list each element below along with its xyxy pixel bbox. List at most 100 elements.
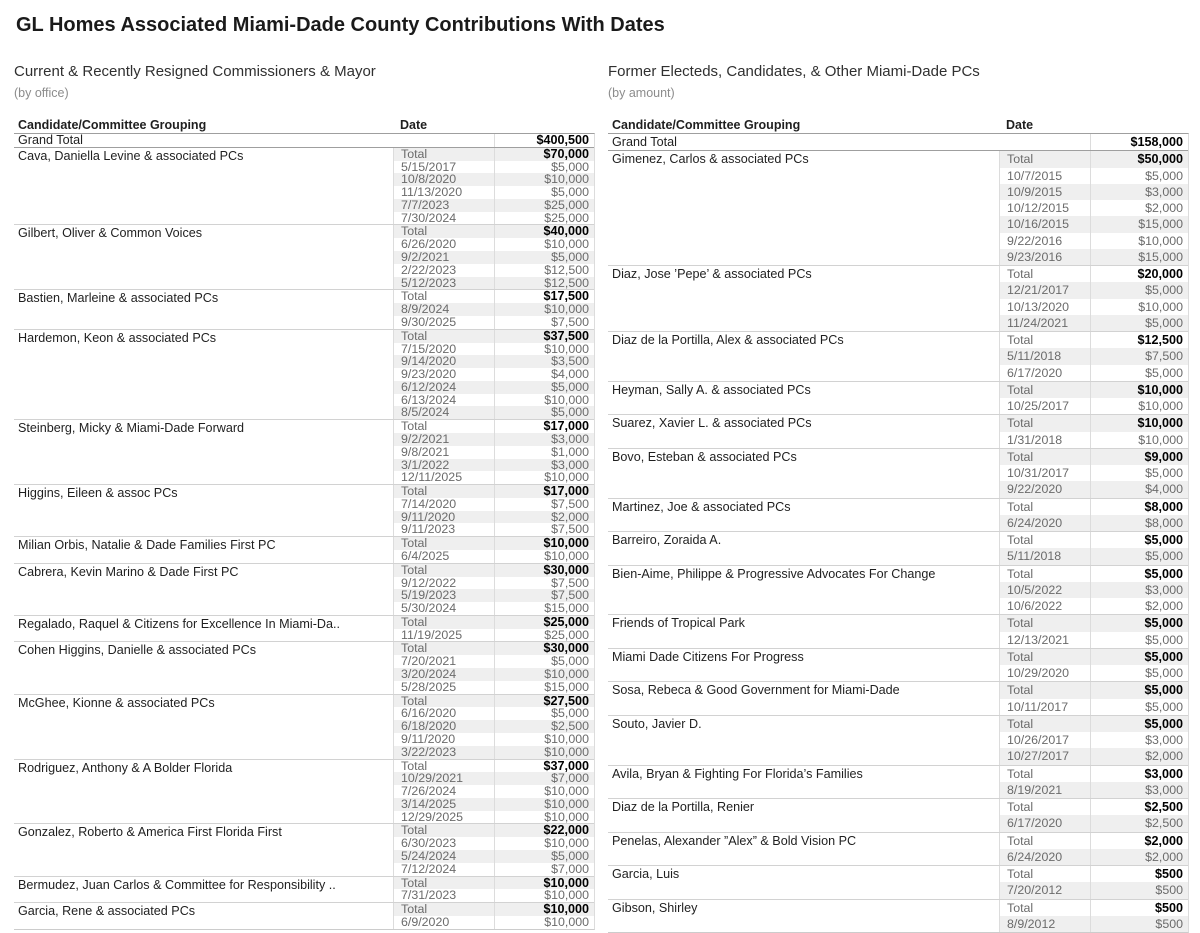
contribution-row[interactable]: 10/29/2021 $7,000: [393, 772, 594, 786]
candidate-name[interactable]: Milian Orbis, Natalie & Dade Families Fi…: [18, 538, 276, 553]
candidate-name[interactable]: Friends of Tropical Park: [612, 616, 745, 631]
group-total-row[interactable]: Total $70,000: [393, 147, 594, 161]
contribution-row[interactable]: 7/12/2024 $7,000: [393, 862, 594, 876]
grand-total-row[interactable]: Grand Total $400,500: [14, 134, 594, 148]
candidate-name[interactable]: Gilbert, Oliver & Common Voices: [18, 226, 203, 241]
contribution-row[interactable]: 10/31/2017 $5,000: [999, 465, 1188, 482]
contribution-row[interactable]: 7/7/2023 $25,000: [393, 198, 594, 212]
contribution-row[interactable]: 10/12/2015 $2,000: [999, 200, 1188, 217]
contribution-row[interactable]: 9/14/2020 $3,500: [393, 355, 594, 369]
candidate-name[interactable]: Diaz de la Portilla, Renier: [612, 800, 755, 814]
contribution-row[interactable]: 5/15/2017 $5,000: [393, 160, 594, 174]
group-total-row[interactable]: Total $10,000: [999, 415, 1188, 432]
group-total-row[interactable]: Total $37,000: [393, 759, 594, 773]
contribution-row[interactable]: 9/8/2021 $1,000: [393, 445, 594, 459]
contribution-row[interactable]: 10/5/2022 $3,000: [999, 581, 1188, 598]
candidate-name[interactable]: Garcia, Luis: [612, 867, 680, 881]
group-total-row[interactable]: Total $5,000: [999, 648, 1188, 665]
group-total-row[interactable]: Total $37,500: [393, 329, 594, 343]
contribution-row[interactable]: 9/23/2020 $4,000: [393, 368, 594, 381]
group-total-row[interactable]: Total $22,000: [393, 824, 594, 838]
contribution-row[interactable]: 10/11/2017 $5,000: [999, 698, 1188, 715]
contribution-row[interactable]: 12/13/2021 $5,000: [999, 631, 1188, 648]
contribution-row[interactable]: 5/30/2024 $15,000: [393, 602, 594, 615]
contribution-row[interactable]: 5/28/2025 $15,000: [393, 680, 594, 694]
group-total-row[interactable]: Total $8,000: [999, 498, 1188, 515]
candidate-name[interactable]: Gimenez, Carlos & associated PCs: [612, 152, 809, 167]
group-total-row[interactable]: Total $25,000: [393, 615, 594, 629]
contribution-row[interactable]: 10/29/2020 $5,000: [999, 665, 1188, 682]
candidate-name[interactable]: Garcia, Rene & associated PCs: [18, 904, 196, 919]
contribution-row[interactable]: 12/29/2025 $10,000: [393, 810, 594, 824]
contribution-row[interactable]: 2/22/2023 $12,500: [393, 263, 594, 277]
contribution-row[interactable]: 10/16/2015 $15,000: [999, 216, 1188, 233]
contribution-row[interactable]: 5/24/2024 $5,000: [393, 849, 594, 863]
group-total-row[interactable]: Total $27,500: [393, 694, 594, 708]
candidate-name[interactable]: Bien-Aime, Philippe & Progressive Advoca…: [612, 566, 936, 581]
group-total-row[interactable]: Total $30,000: [393, 563, 594, 577]
contribution-row[interactable]: 6/30/2023 $10,000: [393, 837, 594, 850]
group-total-row[interactable]: Total $30,000: [393, 642, 594, 656]
candidate-name[interactable]: Souto, Javier D.: [612, 716, 702, 731]
contribution-row[interactable]: 9/11/2020 $10,000: [393, 732, 594, 746]
candidate-name[interactable]: Cohen Higgins, Danielle & associated PCs: [18, 643, 257, 658]
contribution-row[interactable]: 10/7/2015 $5,000: [999, 167, 1188, 184]
candidate-name[interactable]: Steinberg, Micky & Miami-Dade Forward: [18, 421, 245, 436]
candidate-name[interactable]: Diaz, Jose ’Pepe’ & associated PCs: [612, 267, 812, 281]
candidate-name[interactable]: Regalado, Raquel & Citizens for Excellen…: [18, 616, 340, 631]
candidate-name[interactable]: Avila, Bryan & Fighting For Florida’s Fa…: [612, 766, 863, 781]
grand-total-row[interactable]: Grand Total $158,000: [608, 134, 1188, 152]
candidate-name[interactable]: Miami Dade Citizens For Progress: [612, 649, 804, 664]
group-total-row[interactable]: Total $17,000: [393, 420, 594, 433]
group-total-row[interactable]: Total $5,000: [999, 565, 1188, 582]
candidate-name[interactable]: Hardemon, Keon & associated PCs: [18, 330, 217, 345]
contribution-row[interactable]: 9/12/2022 $7,500: [393, 576, 594, 590]
candidate-name[interactable]: Cabrera, Kevin Marino & Dade First PC: [18, 564, 239, 579]
contribution-row[interactable]: 7/15/2020 $10,000: [393, 342, 594, 356]
contribution-row[interactable]: 6/17/2020 $2,500: [999, 815, 1188, 832]
candidate-name[interactable]: Bermudez, Juan Carlos & Committee for Re…: [18, 877, 336, 892]
contribution-row[interactable]: 9/22/2016 $10,000: [999, 232, 1188, 249]
candidate-name[interactable]: Higgins, Eileen & assoc PCs: [18, 486, 178, 501]
candidate-name[interactable]: Gibson, Shirley: [612, 900, 698, 915]
group-total-row[interactable]: Total $500: [999, 866, 1188, 883]
candidate-name[interactable]: Diaz de la Portilla, Alex & associated P…: [612, 333, 844, 347]
contribution-row[interactable]: 6/13/2024 $10,000: [393, 393, 594, 407]
contribution-row[interactable]: 9/11/2020 $2,000: [393, 510, 594, 524]
contribution-row[interactable]: 10/27/2017 $2,000: [999, 748, 1188, 765]
group-total-row[interactable]: Total $3,000: [999, 765, 1188, 782]
contribution-row[interactable]: 9/2/2021 $5,000: [393, 251, 594, 264]
contribution-row[interactable]: 7/20/2012 $500: [999, 882, 1188, 899]
candidate-name[interactable]: Cava, Daniella Levine & associated PCs: [18, 148, 244, 163]
candidate-name[interactable]: Bastien, Marleine & associated PCs: [18, 291, 219, 306]
contribution-row[interactable]: 10/9/2015 $3,000: [999, 183, 1188, 200]
group-total-row[interactable]: Total $10,000: [393, 537, 594, 550]
candidate-name[interactable]: Bovo, Esteban & associated PCs: [612, 449, 797, 464]
contribution-row[interactable]: 8/5/2024 $5,000: [393, 406, 594, 420]
contribution-row[interactable]: 1/31/2018 $10,000: [999, 431, 1188, 448]
group-total-row[interactable]: Total $40,000: [393, 225, 594, 239]
contribution-row[interactable]: 3/1/2022 $3,000: [393, 458, 594, 472]
contribution-row[interactable]: 11/19/2025 $25,000: [393, 628, 594, 642]
contribution-row[interactable]: 10/8/2020 $10,000: [393, 173, 594, 187]
contribution-row[interactable]: 5/19/2023 $7,500: [393, 589, 594, 603]
contribution-row[interactable]: 6/26/2020 $10,000: [393, 238, 594, 252]
contribution-row[interactable]: 7/20/2021 $5,000: [393, 655, 594, 669]
contribution-row[interactable]: 7/26/2024 $10,000: [393, 785, 594, 798]
contribution-row[interactable]: 9/22/2020 $4,000: [999, 481, 1188, 498]
contribution-row[interactable]: 6/17/2020 $5,000: [999, 364, 1188, 381]
contribution-row[interactable]: 9/11/2023 $7,500: [393, 523, 594, 537]
candidate-name[interactable]: Barreiro, Zoraida A.: [612, 533, 722, 547]
candidate-name[interactable]: Martinez, Joe & associated PCs: [612, 499, 791, 514]
contribution-row[interactable]: 3/14/2025 $10,000: [393, 797, 594, 811]
contribution-row[interactable]: 9/2/2021 $3,000: [393, 432, 594, 446]
candidate-name[interactable]: McGhee, Kionne & associated PCs: [18, 695, 215, 710]
group-total-row[interactable]: Total $5,000: [999, 715, 1188, 732]
contribution-row[interactable]: 7/14/2020 $7,500: [393, 497, 594, 511]
contribution-row[interactable]: 7/30/2024 $25,000: [393, 211, 594, 225]
contribution-row[interactable]: 3/22/2023 $10,000: [393, 745, 594, 759]
contribution-row[interactable]: 6/9/2020 $10,000: [393, 915, 594, 929]
candidate-name[interactable]: Suarez, Xavier L. & associated PCs: [612, 416, 812, 431]
group-total-row[interactable]: Total $2,500: [999, 799, 1188, 816]
group-total-row[interactable]: Total $17,000: [393, 485, 594, 498]
